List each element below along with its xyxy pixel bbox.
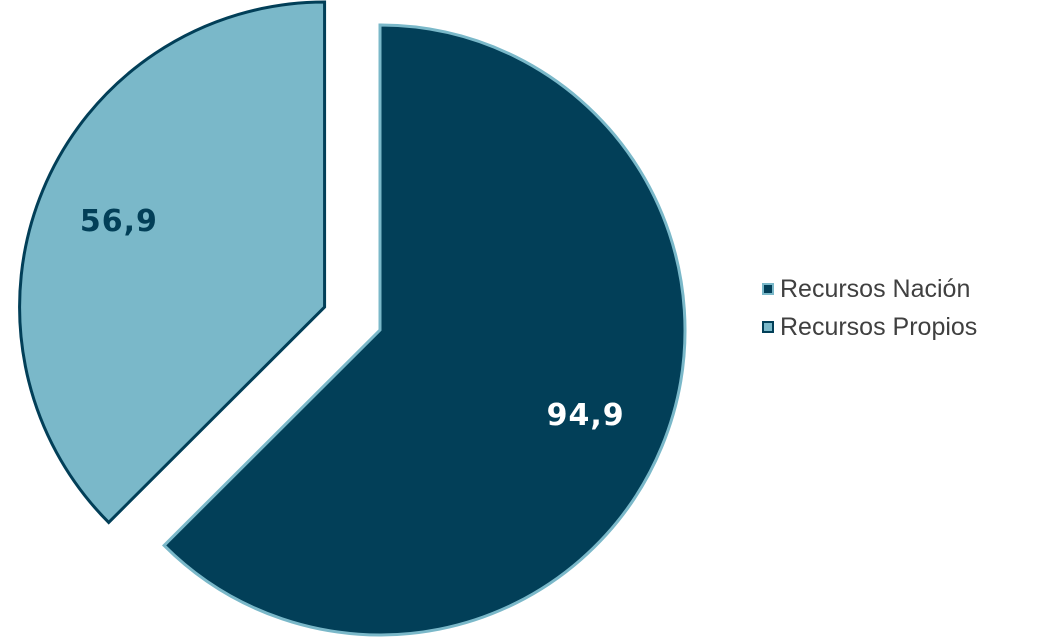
pie-slices [18,0,687,637]
legend-item-recursos-nacion: Recursos Nación [762,270,977,308]
legend-label-recursos-nacion: Recursos Nación [780,274,971,303]
legend-label-recursos-propios: Recursos Propios [780,312,978,341]
pie-slice-recursos-propios [18,0,327,525]
pie-slice-recursos-nacion [161,23,687,637]
pie-data-labels: 94,9 56,9 [80,204,625,433]
data-label-recursos-propios: 56,9 [80,204,158,239]
legend-swatch-recursos-propios [762,321,774,333]
data-label-recursos-nacion: 94,9 [547,398,625,433]
legend-swatch-recursos-nacion [762,283,774,295]
legend: Recursos Nación Recursos Propios [762,270,977,346]
legend-item-recursos-propios: Recursos Propios [762,308,977,346]
